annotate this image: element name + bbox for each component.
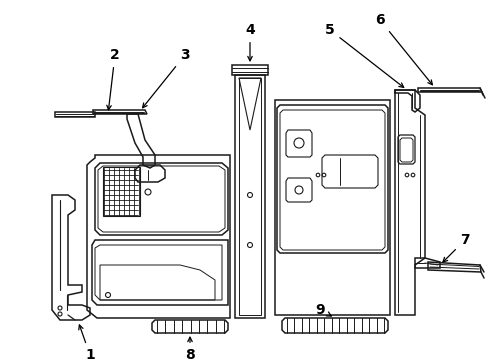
- Text: 9: 9: [315, 303, 331, 317]
- Text: 1: 1: [79, 325, 95, 360]
- Text: 3: 3: [143, 48, 190, 108]
- Text: 2: 2: [107, 48, 120, 110]
- Text: 6: 6: [375, 13, 432, 85]
- Text: 5: 5: [325, 23, 404, 87]
- Text: 7: 7: [443, 233, 470, 262]
- Text: 8: 8: [185, 337, 195, 360]
- Text: 4: 4: [245, 23, 255, 61]
